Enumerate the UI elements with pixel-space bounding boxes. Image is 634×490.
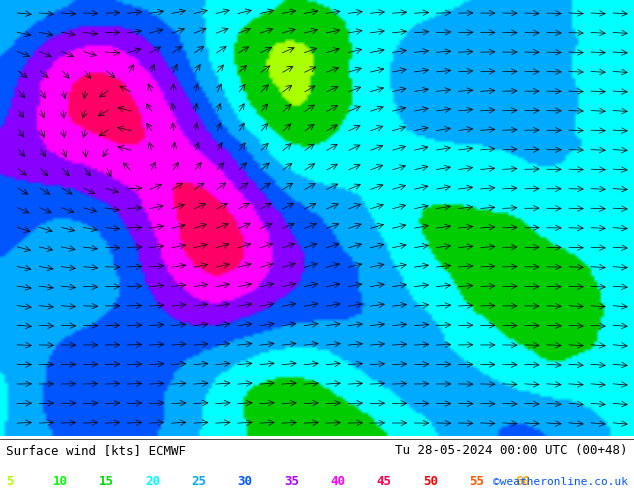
Text: Tu 28-05-2024 00:00 UTC (00+48): Tu 28-05-2024 00:00 UTC (00+48) [395,444,628,457]
Text: 30: 30 [238,475,253,489]
Text: 25: 25 [191,475,207,489]
Text: ©weatheronline.co.uk: ©weatheronline.co.uk [493,477,628,487]
Text: 5: 5 [6,475,14,489]
Text: 15: 15 [99,475,114,489]
Text: Surface wind [kts] ECMWF: Surface wind [kts] ECMWF [6,444,186,457]
Text: 40: 40 [330,475,346,489]
Text: 55: 55 [469,475,484,489]
Text: 35: 35 [284,475,299,489]
Text: 50: 50 [423,475,438,489]
Text: 60: 60 [515,475,531,489]
Text: 10: 10 [53,475,68,489]
Text: 45: 45 [377,475,392,489]
Text: 20: 20 [145,475,160,489]
